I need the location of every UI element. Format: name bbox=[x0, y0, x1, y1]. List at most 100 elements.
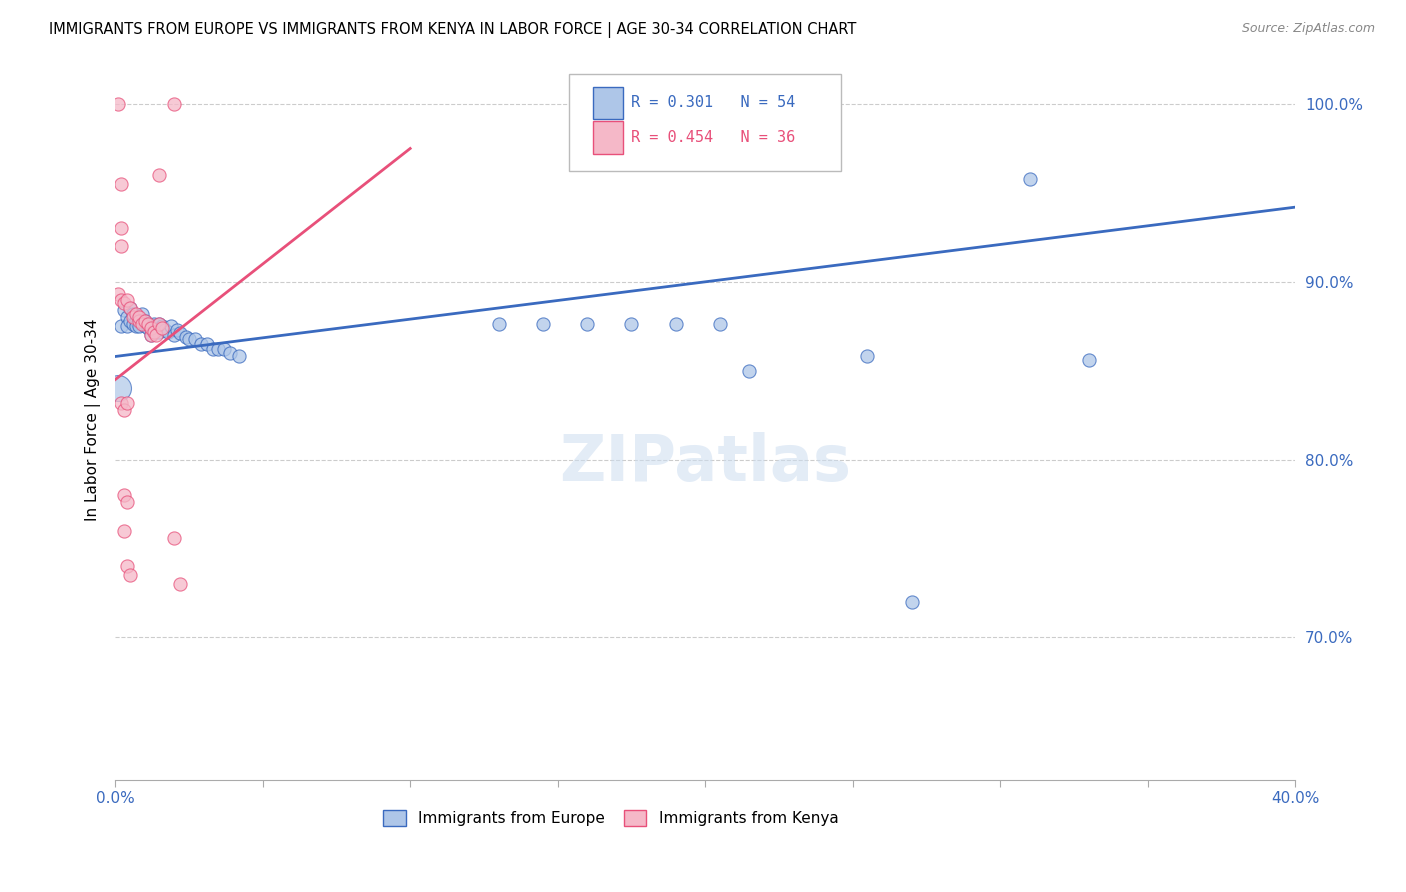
Point bbox=[125, 307, 148, 321]
Point bbox=[169, 326, 191, 341]
Point bbox=[107, 97, 129, 112]
Text: IMMIGRANTS FROM EUROPE VS IMMIGRANTS FROM KENYA IN LABOR FORCE | AGE 30-34 CORRE: IMMIGRANTS FROM EUROPE VS IMMIGRANTS FRO… bbox=[49, 22, 856, 38]
Point bbox=[709, 97, 731, 112]
Point bbox=[110, 395, 132, 409]
Point bbox=[160, 319, 183, 334]
Point bbox=[131, 307, 153, 321]
Point bbox=[228, 350, 250, 364]
Point bbox=[112, 296, 135, 310]
Point bbox=[738, 364, 761, 378]
Point bbox=[131, 314, 153, 328]
Point bbox=[150, 321, 173, 335]
Point bbox=[110, 239, 132, 253]
Point bbox=[163, 97, 186, 112]
Point bbox=[620, 318, 643, 332]
Point bbox=[134, 319, 156, 334]
Point bbox=[115, 310, 138, 325]
Point bbox=[145, 323, 167, 337]
Point bbox=[115, 559, 138, 574]
Point bbox=[531, 318, 554, 332]
Point bbox=[107, 287, 129, 301]
Point bbox=[150, 319, 173, 334]
Point bbox=[709, 318, 731, 332]
Point bbox=[112, 303, 135, 318]
Point bbox=[576, 318, 599, 332]
Point bbox=[163, 531, 186, 545]
Text: Source: ZipAtlas.com: Source: ZipAtlas.com bbox=[1241, 22, 1375, 36]
Text: ZIPatlas: ZIPatlas bbox=[560, 432, 851, 494]
Point bbox=[110, 319, 132, 334]
Bar bbox=[593, 87, 623, 119]
Point bbox=[163, 328, 186, 343]
Point bbox=[856, 350, 879, 364]
Point bbox=[110, 177, 132, 191]
Point bbox=[110, 293, 132, 307]
Point bbox=[134, 314, 156, 328]
Point bbox=[174, 330, 197, 344]
Legend: Immigrants from Europe, Immigrants from Kenya: Immigrants from Europe, Immigrants from … bbox=[384, 810, 838, 826]
Point bbox=[184, 332, 207, 346]
Point bbox=[139, 319, 162, 334]
Point bbox=[136, 321, 159, 335]
Point bbox=[488, 318, 510, 332]
Point bbox=[139, 328, 162, 343]
Point bbox=[142, 325, 165, 339]
Point bbox=[122, 307, 145, 321]
Text: R = 0.454   N = 36: R = 0.454 N = 36 bbox=[631, 130, 794, 145]
Point bbox=[900, 595, 922, 609]
Point bbox=[115, 495, 138, 509]
Point bbox=[219, 346, 242, 360]
Point bbox=[112, 402, 135, 417]
Point bbox=[148, 168, 170, 182]
Point bbox=[115, 395, 138, 409]
Point bbox=[115, 319, 138, 334]
Point bbox=[190, 337, 212, 351]
Point bbox=[207, 343, 229, 357]
Point bbox=[118, 568, 141, 582]
FancyBboxPatch shape bbox=[569, 74, 841, 171]
Point bbox=[122, 318, 145, 332]
Point bbox=[148, 325, 170, 339]
Point bbox=[145, 328, 167, 343]
Point bbox=[134, 314, 156, 328]
Point bbox=[139, 328, 162, 343]
Point bbox=[1018, 171, 1040, 186]
Point bbox=[169, 577, 191, 591]
Point bbox=[128, 312, 150, 326]
Point bbox=[139, 321, 162, 335]
Point bbox=[142, 323, 165, 337]
Point bbox=[128, 319, 150, 334]
Point bbox=[142, 318, 165, 332]
Point bbox=[1077, 353, 1099, 368]
Point bbox=[148, 318, 170, 332]
Point bbox=[125, 319, 148, 334]
Point bbox=[118, 301, 141, 316]
Point bbox=[131, 318, 153, 332]
Text: R = 0.301   N = 54: R = 0.301 N = 54 bbox=[631, 95, 794, 111]
Point bbox=[709, 97, 731, 112]
Point bbox=[107, 382, 129, 396]
Point bbox=[214, 343, 236, 357]
Point bbox=[157, 325, 180, 339]
Point bbox=[136, 318, 159, 332]
Point bbox=[136, 318, 159, 332]
Point bbox=[118, 314, 141, 328]
Point bbox=[148, 318, 170, 332]
Bar bbox=[593, 121, 623, 153]
Point bbox=[118, 301, 141, 316]
Point bbox=[195, 337, 218, 351]
Point bbox=[110, 221, 132, 235]
Point bbox=[201, 343, 224, 357]
Point bbox=[122, 310, 145, 325]
Point bbox=[112, 524, 135, 538]
Point bbox=[177, 332, 200, 346]
Point bbox=[155, 323, 177, 337]
Point bbox=[115, 293, 138, 307]
Point bbox=[125, 314, 148, 328]
Point bbox=[166, 323, 188, 337]
Y-axis label: In Labor Force | Age 30-34: In Labor Force | Age 30-34 bbox=[86, 318, 101, 521]
Point bbox=[112, 488, 135, 502]
Point bbox=[128, 314, 150, 328]
Point bbox=[665, 318, 688, 332]
Point bbox=[128, 310, 150, 325]
